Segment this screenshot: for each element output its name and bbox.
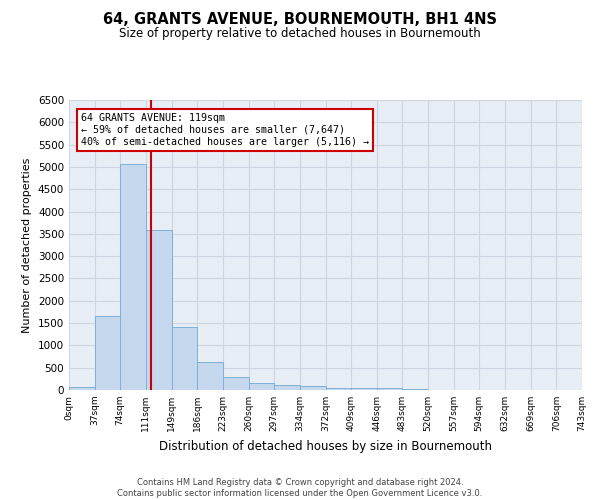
X-axis label: Distribution of detached houses by size in Bournemouth: Distribution of detached houses by size …: [159, 440, 492, 452]
Bar: [377, 388, 403, 390]
Bar: [197, 362, 223, 390]
Bar: [95, 316, 120, 390]
Text: 64, GRANTS AVENUE, BOURNEMOUTH, BH1 4NS: 64, GRANTS AVENUE, BOURNEMOUTH, BH1 4NS: [103, 12, 497, 28]
Y-axis label: Number of detached properties: Number of detached properties: [22, 158, 32, 332]
Text: Contains HM Land Registry data © Crown copyright and database right 2024.
Contai: Contains HM Land Registry data © Crown c…: [118, 478, 482, 498]
Text: Size of property relative to detached houses in Bournemouth: Size of property relative to detached ho…: [119, 28, 481, 40]
Bar: [172, 327, 197, 390]
Bar: [248, 384, 274, 390]
Bar: [146, 230, 172, 390]
Bar: [120, 164, 146, 390]
Text: 64 GRANTS AVENUE: 119sqm
← 59% of detached houses are smaller (7,647)
40% of sem: 64 GRANTS AVENUE: 119sqm ← 59% of detach…: [82, 114, 370, 146]
Bar: [223, 377, 248, 390]
Bar: [403, 389, 428, 390]
Bar: [299, 386, 326, 390]
Bar: [69, 386, 95, 390]
Bar: [352, 388, 377, 390]
Bar: [274, 385, 299, 390]
Bar: [326, 388, 352, 390]
